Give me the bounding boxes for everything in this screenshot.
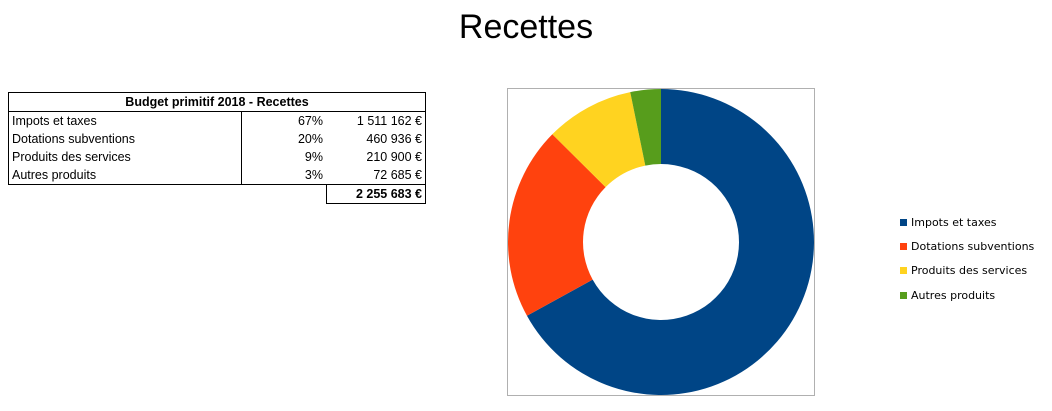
row-label: Dotations subventions [8,130,242,148]
table-row: Dotations subventions 20% 460 936 € [8,130,426,148]
legend-swatch [900,291,907,299]
row-percent: 9% [304,150,323,164]
legend-label: Autres produits [911,288,996,302]
row-label: Impots et taxes [8,111,242,130]
donut-slice-dotations-subventions [508,134,606,316]
row-amount: 460 936 € [326,130,426,148]
legend-item: Dotations subventions [900,234,1034,258]
table-row: Autres produits 3% 72 685 € [8,166,426,185]
chart-area [507,88,815,396]
legend-label: Impots et taxes [911,215,997,229]
legend-swatch [900,242,907,250]
donut-slice-produits-des-services [552,92,646,188]
budget-table: Budget primitif 2018 - Recettes Impots e… [8,92,426,204]
donut-slice-autres-produits [630,89,661,166]
table-header: Budget primitif 2018 - Recettes [8,92,426,112]
legend-item: Impots et taxes [900,210,1034,234]
legend-item: Autres produits [900,283,1034,307]
chart-legend: Impots et taxes Dotations subventions Prod… [900,210,1034,307]
legend-swatch [900,218,907,226]
legend-label: Produits des services [911,264,1028,278]
table-row: Produits des services 9% 210 900 € [8,148,426,166]
donut-slice-impots-et-taxes [526,89,814,395]
row-percent: 20% [297,132,323,146]
row-percent: 67% [297,114,323,128]
row-label: Produits des services [8,148,242,166]
row-amount: 72 685 € [326,166,426,185]
chart-title: Recettes [458,8,594,46]
legend-swatch [900,267,907,275]
table-total: 2 255 683 € [325,184,426,204]
row-label: Autres produits [8,166,242,185]
row-amount: 210 900 € [326,148,426,166]
table-row: Impots et taxes 67% 1 511 162 € [8,111,426,130]
donut-chart [508,89,814,395]
row-percent: 3% [241,166,326,185]
legend-item: Produits des services [900,259,1034,283]
row-amount: 1 511 162 € [326,111,426,130]
legend-label: Dotations subventions [911,239,1035,253]
